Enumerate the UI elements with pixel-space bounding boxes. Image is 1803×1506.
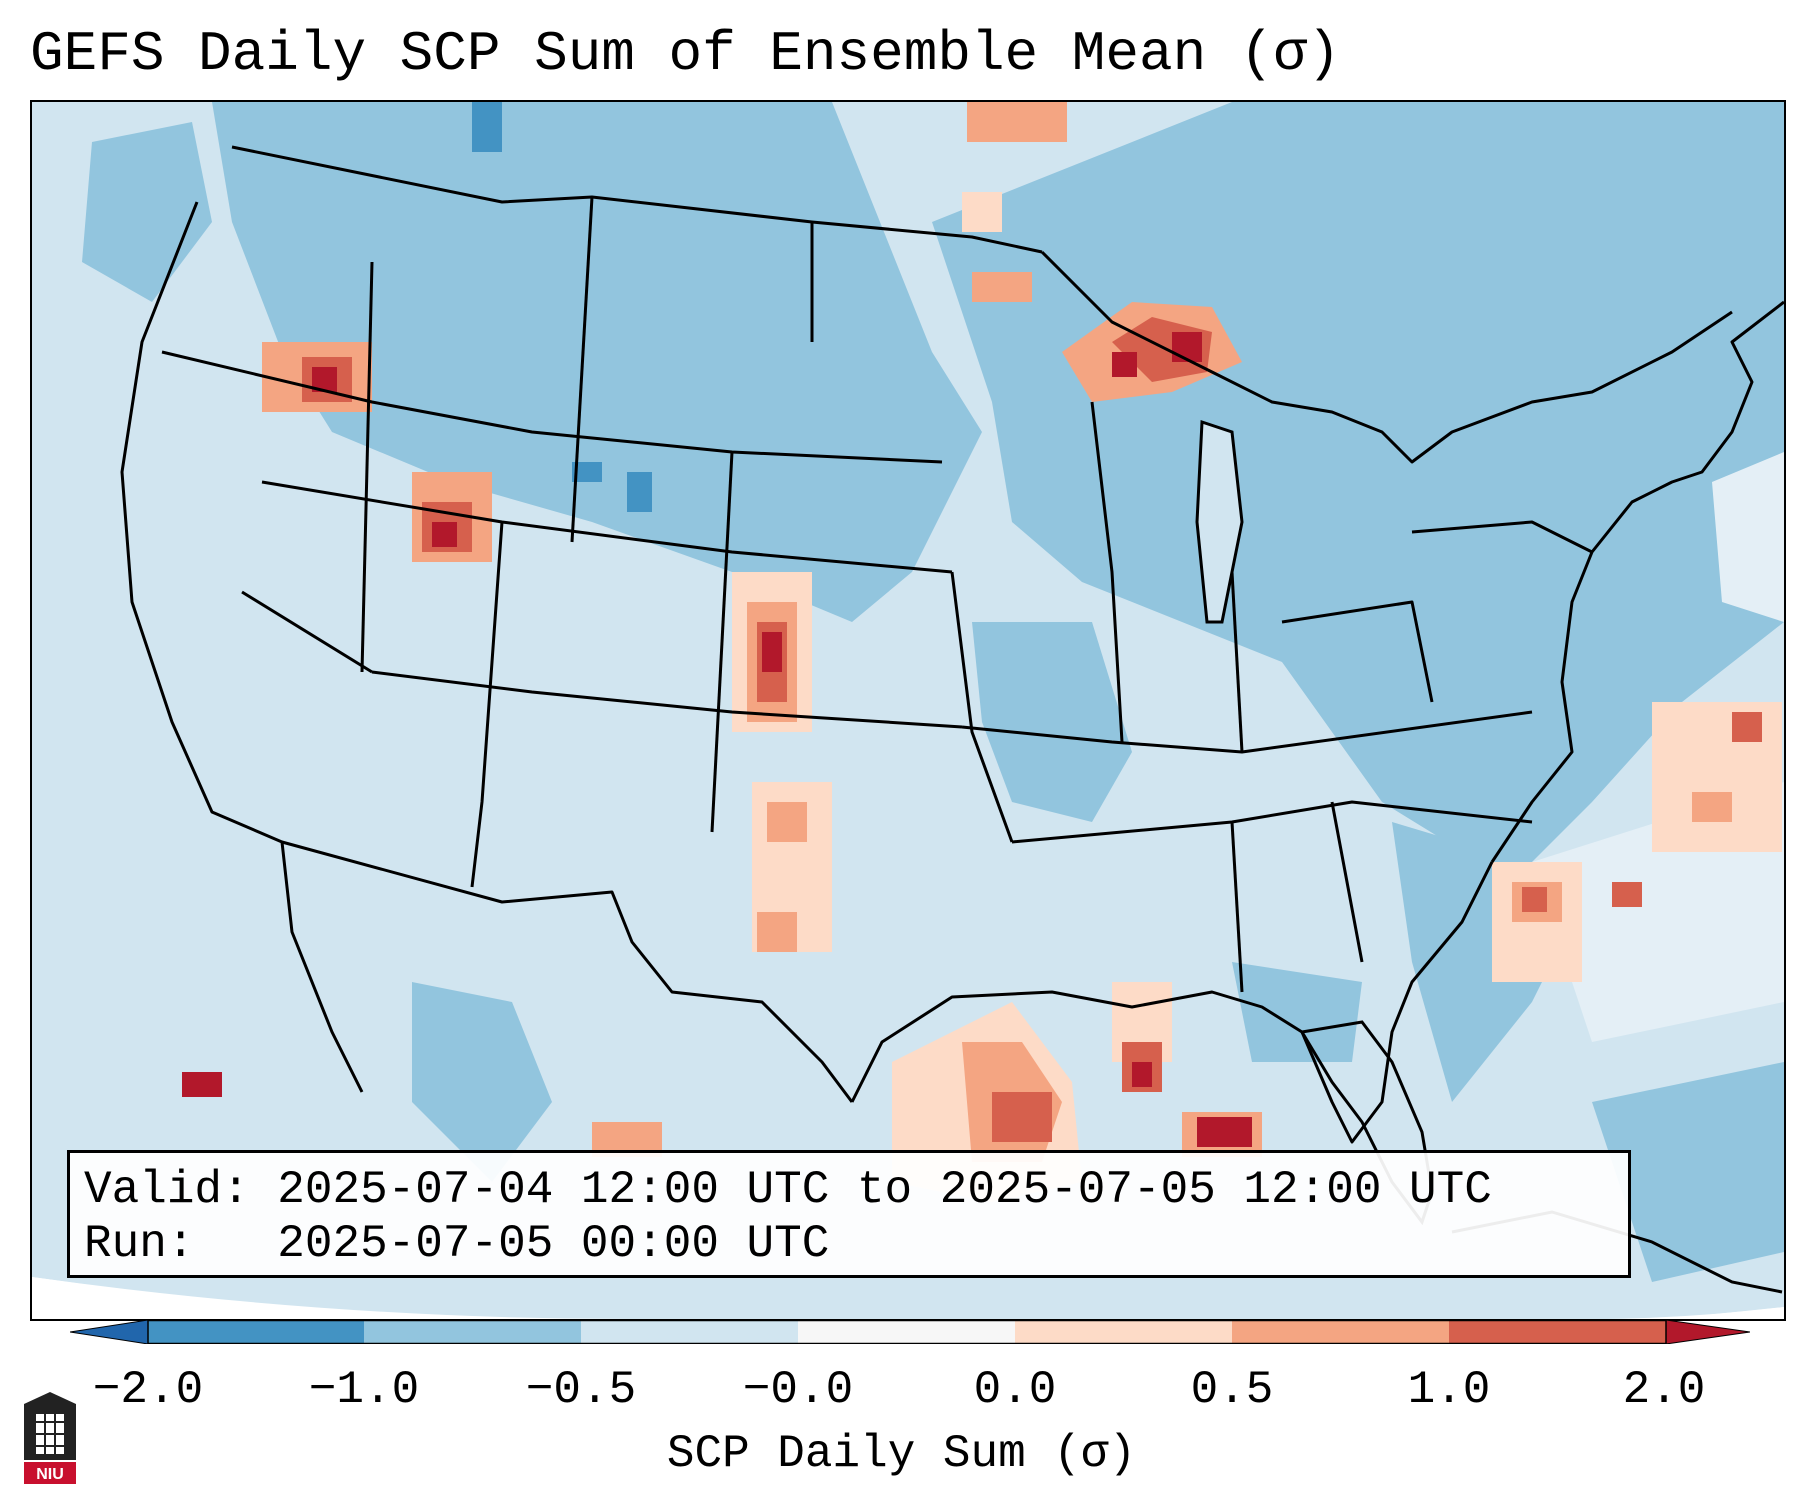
colorbar (70, 1320, 1750, 1344)
colorbar-tick: −0.5 (525, 1364, 637, 1416)
map-panel (30, 100, 1786, 1321)
colorbar-bin-6 (1232, 1320, 1449, 1344)
colorbar-extend-high (1665, 1320, 1750, 1344)
colorbar-label: SCP Daily Sum (σ) (666, 1428, 1137, 1480)
run-value: 2025-07-05 00:00 UTC (277, 1218, 830, 1270)
valid-run-info-box: Valid: 2025-07-04 12:00 UTC to 2025-07-0… (67, 1150, 1631, 1278)
colorbar-tick: 0.5 (1190, 1364, 1274, 1416)
colorbar-bin-1 (148, 1320, 364, 1344)
map-canvas (32, 102, 1784, 1319)
colorbar-bin-4 (798, 1320, 1015, 1344)
great-lakes-outline (1195, 419, 1244, 624)
colorbar-bin-3 (581, 1320, 798, 1344)
colorbar-bin-5 (1015, 1320, 1232, 1344)
niu-logo: NIU (24, 1392, 76, 1484)
colorbar-tick: 0.0 (973, 1364, 1057, 1416)
colorbar-tick: −2.0 (92, 1364, 204, 1416)
colorbar-outline (147, 1320, 1667, 1344)
strong-negative-cells (472, 102, 652, 512)
valid-label: Valid: (84, 1164, 250, 1216)
colorbar-tick: 1.0 (1407, 1364, 1491, 1416)
run-label: Run: (84, 1218, 195, 1270)
colorbar-bin-7 (1449, 1320, 1666, 1344)
state-borders (120, 145, 1784, 1144)
logo-text: NIU (36, 1466, 64, 1483)
outside-domain-corner-left (32, 1277, 632, 1319)
colorbar-tick: −0.0 (742, 1364, 854, 1416)
colorbar-tick: 2.0 (1622, 1364, 1706, 1416)
valid-value: 2025-07-04 12:00 UTC to 2025-07-05 12:00… (277, 1164, 1492, 1216)
colorbar-tick: −1.0 (308, 1364, 420, 1416)
map-title: GEFS Daily SCP Sum of Ensemble Mean (σ) (30, 22, 1341, 86)
colorbar-bin-2 (364, 1320, 581, 1344)
colorbar-extend-low (70, 1320, 149, 1344)
outside-domain-corner-right (1592, 1307, 1784, 1319)
